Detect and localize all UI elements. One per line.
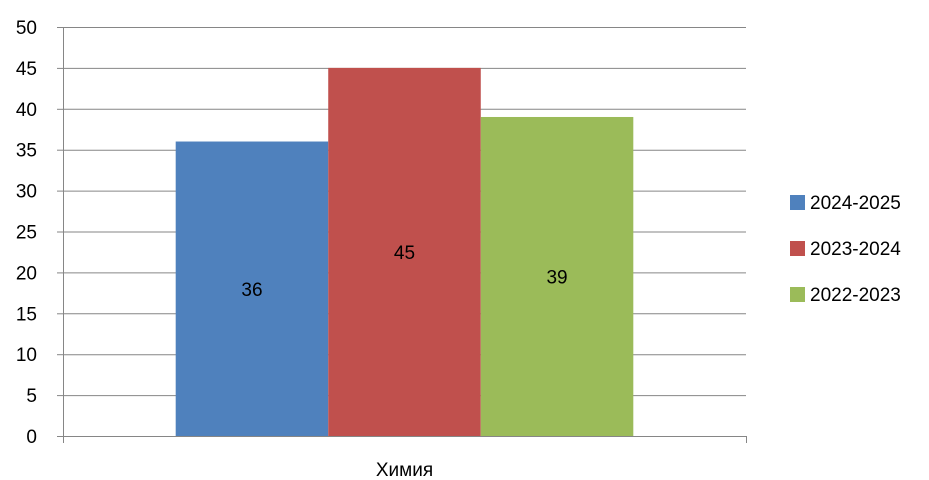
x-axis-tick-labels: Химия xyxy=(376,460,433,480)
axes xyxy=(57,27,747,443)
bars xyxy=(175,67,634,437)
data-label-2022-2023: 39 xyxy=(546,267,567,288)
y-tick-label: 40 xyxy=(16,100,37,121)
bar-2024-2025 xyxy=(175,141,329,436)
legend-label-2023-2024: 2023-2024 xyxy=(810,239,901,260)
bar-2022-2023 xyxy=(480,116,634,436)
y-axis-tick-labels: 0 5 10 15 20 25 30 35 40 45 50 xyxy=(16,18,37,448)
legend-swatch-2023-2024 xyxy=(790,241,805,256)
x-tick-label: Химия xyxy=(376,460,433,480)
legend-label-2022-2023: 2022-2023 xyxy=(810,285,901,306)
y-tick-label: 10 xyxy=(16,345,37,366)
y-tick-label: 30 xyxy=(16,182,37,203)
legend-swatch-2022-2023 xyxy=(790,287,805,302)
y-tick-label: 5 xyxy=(26,386,37,407)
y-tick-label: 25 xyxy=(16,223,37,244)
data-label-2024-2025: 36 xyxy=(241,280,262,301)
data-labels: 36 45 39 xyxy=(241,243,567,301)
data-label-2023-2024: 45 xyxy=(394,243,415,264)
y-tick-label: 20 xyxy=(16,263,37,284)
legend-swatch-2024-2025 xyxy=(790,195,805,210)
legend-label-2024-2025: 2024-2025 xyxy=(810,193,901,214)
y-tick-label: 45 xyxy=(16,59,37,80)
y-tick-label: 35 xyxy=(16,141,37,162)
bar-2023-2024 xyxy=(328,67,481,437)
y-tick-label: 15 xyxy=(16,304,37,325)
y-tick-label: 50 xyxy=(16,18,37,39)
y-tick-label: 0 xyxy=(26,427,37,448)
legend: 2024-2025 2023-2024 2022-2023 xyxy=(790,193,901,306)
